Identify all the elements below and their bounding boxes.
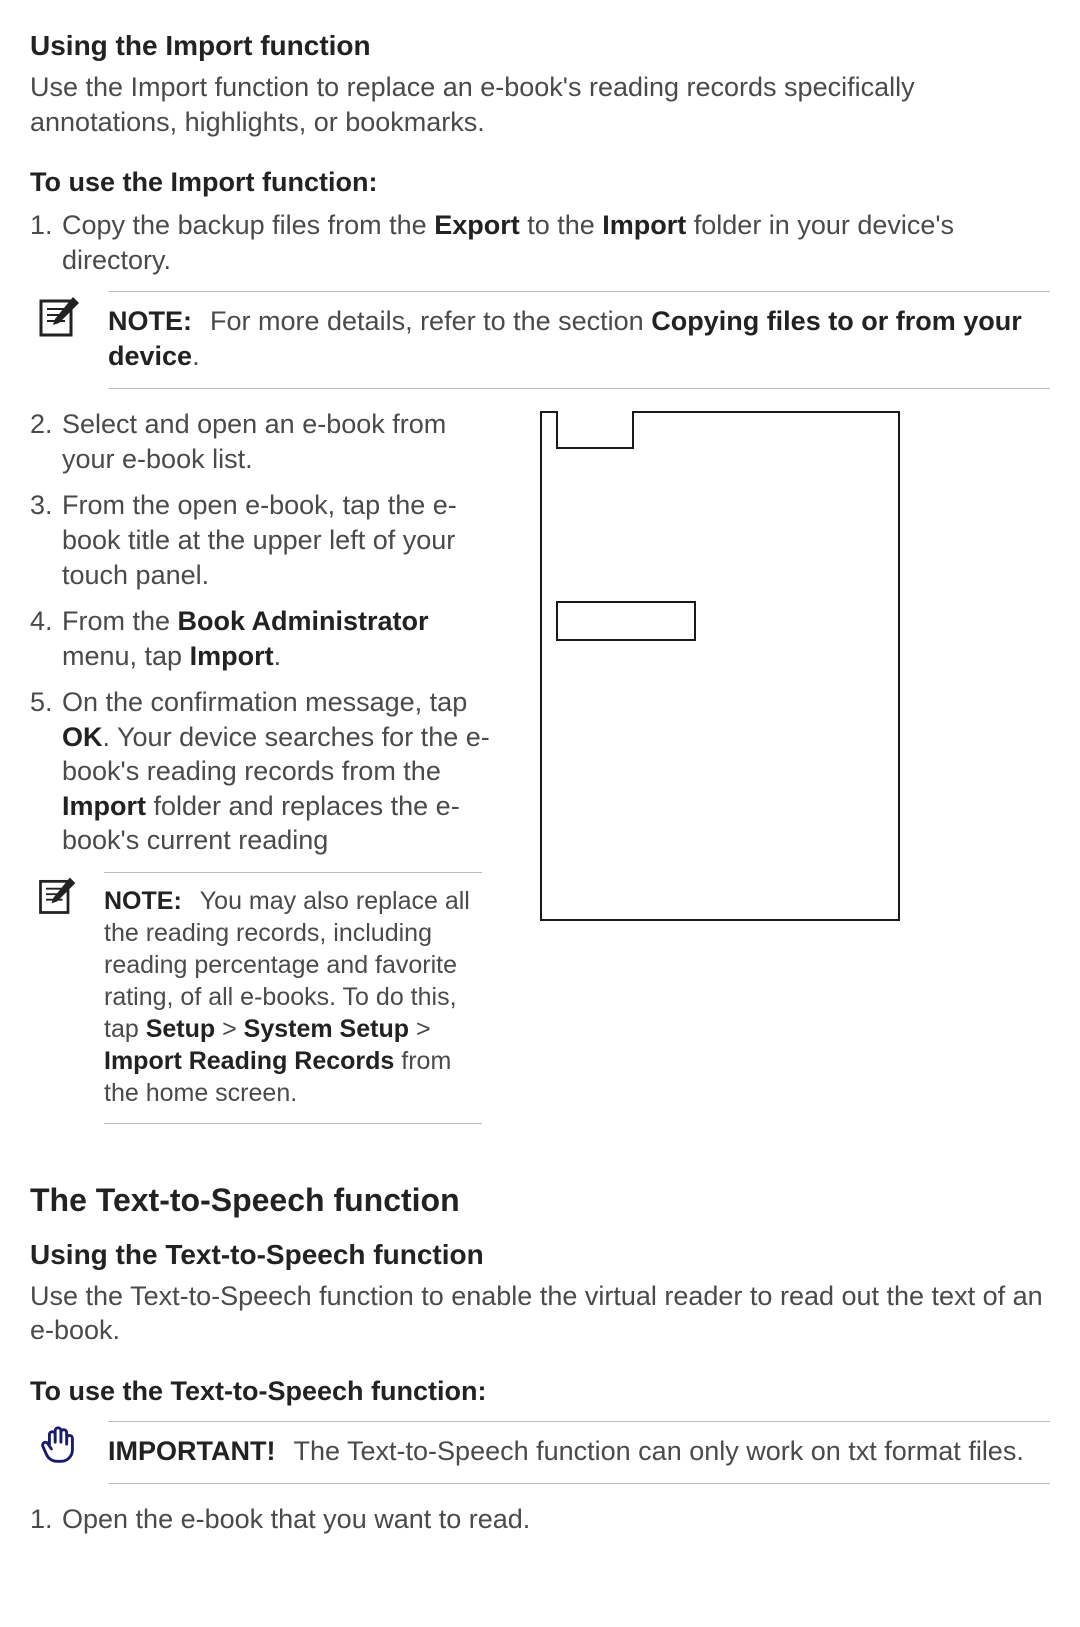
hand-stop-icon bbox=[30, 1421, 88, 1479]
subhead-to-use-tts: To use the Text-to-Speech function: bbox=[30, 1376, 1050, 1407]
device-screen-figure bbox=[540, 411, 900, 921]
note2-bold-importrr: Import Reading Records bbox=[104, 1047, 394, 1075]
document-page: Using the Import function Use the Import… bbox=[0, 0, 1080, 1609]
note2-label: NOTE: bbox=[104, 887, 182, 915]
heading-tts-function: The Text-to-Speech function bbox=[30, 1182, 1050, 1219]
step1-bold-export: Export bbox=[434, 210, 520, 240]
figure-title-tab-box bbox=[556, 411, 634, 449]
step5-bold-import: Import bbox=[62, 791, 146, 821]
note2-bold-setup: Setup bbox=[146, 1015, 215, 1043]
note2-bold-systemsetup: System Setup bbox=[244, 1015, 409, 1043]
step4-mid: menu, tap bbox=[62, 641, 190, 671]
note2-gt1: > bbox=[215, 1015, 244, 1043]
important-tts-txt-only: IMPORTANT! The Text-to-Speech function ca… bbox=[30, 1421, 1050, 1484]
tts-step-1: Open the e-book that you want to read. bbox=[30, 1502, 1050, 1537]
subheading-using-tts: Using the Text-to-Speech function bbox=[30, 1239, 1050, 1271]
import-step-3: From the open e-book, tap the e-book tit… bbox=[30, 488, 500, 592]
note1-pre: For more details, refer to the section bbox=[210, 306, 651, 336]
tts-steps-list: Open the e-book that you want to read. bbox=[30, 1502, 1050, 1537]
note-replace-all-records: NOTE:You may also replace all the readin… bbox=[30, 872, 482, 1124]
intro-import: Use the Import function to replace an e-… bbox=[30, 70, 1050, 139]
import-step-2: Select and open an e-book from your e-bo… bbox=[30, 407, 500, 476]
steps-and-figure-row: Select and open an e-book from your e-bo… bbox=[30, 407, 1050, 1142]
important-body: IMPORTANT! The Text-to-Speech function ca… bbox=[108, 1421, 1050, 1484]
figure-menu-item-box bbox=[556, 601, 696, 641]
important-text: The Text-to-Speech function can only wor… bbox=[293, 1436, 1023, 1466]
subhead-to-use-import: To use the Import function: bbox=[30, 167, 1050, 198]
step5-mid: . Your device searches for the e-book's … bbox=[62, 722, 490, 787]
heading-using-import: Using the Import function bbox=[30, 30, 1050, 62]
step5-pre: On the confirmation message, tap bbox=[62, 687, 467, 717]
note1-label: NOTE: bbox=[108, 306, 192, 336]
step4-post: . bbox=[274, 641, 282, 671]
important-label: IMPORTANT! bbox=[108, 1436, 275, 1466]
import-step-5: On the confirmation message, tap OK. You… bbox=[30, 685, 500, 858]
step4-bold-import: Import bbox=[190, 641, 274, 671]
step1-bold-import: Import bbox=[602, 210, 686, 240]
import-steps-list: Copy the backup files from the Export to… bbox=[30, 208, 1050, 277]
note1-post: . bbox=[192, 341, 200, 371]
step1-pre: Copy the backup files from the bbox=[62, 210, 434, 240]
import-step-1: Copy the backup files from the Export to… bbox=[30, 208, 1050, 277]
note2-body: NOTE:You may also replace all the readin… bbox=[104, 872, 482, 1124]
note1-body: NOTE: For more details, refer to the sect… bbox=[108, 291, 1050, 389]
steps-left-col: Select and open an e-book from your e-bo… bbox=[30, 407, 500, 1142]
step4-pre: From the bbox=[62, 606, 178, 636]
note2-gt2: > bbox=[409, 1015, 431, 1043]
note-icon bbox=[30, 872, 84, 930]
step1-mid: to the bbox=[520, 210, 603, 240]
step5-bold-ok: OK bbox=[62, 722, 103, 752]
note-copying-files: NOTE: For more details, refer to the sect… bbox=[30, 291, 1050, 389]
import-steps-list-cont: Select and open an e-book from your e-bo… bbox=[30, 407, 500, 858]
step4-bold-bookadmin: Book Administrator bbox=[178, 606, 429, 636]
import-step-4: From the Book Administrator menu, tap Im… bbox=[30, 604, 500, 673]
intro-tts: Use the Text-to-Speech function to enabl… bbox=[30, 1279, 1050, 1348]
note-icon bbox=[30, 291, 88, 349]
